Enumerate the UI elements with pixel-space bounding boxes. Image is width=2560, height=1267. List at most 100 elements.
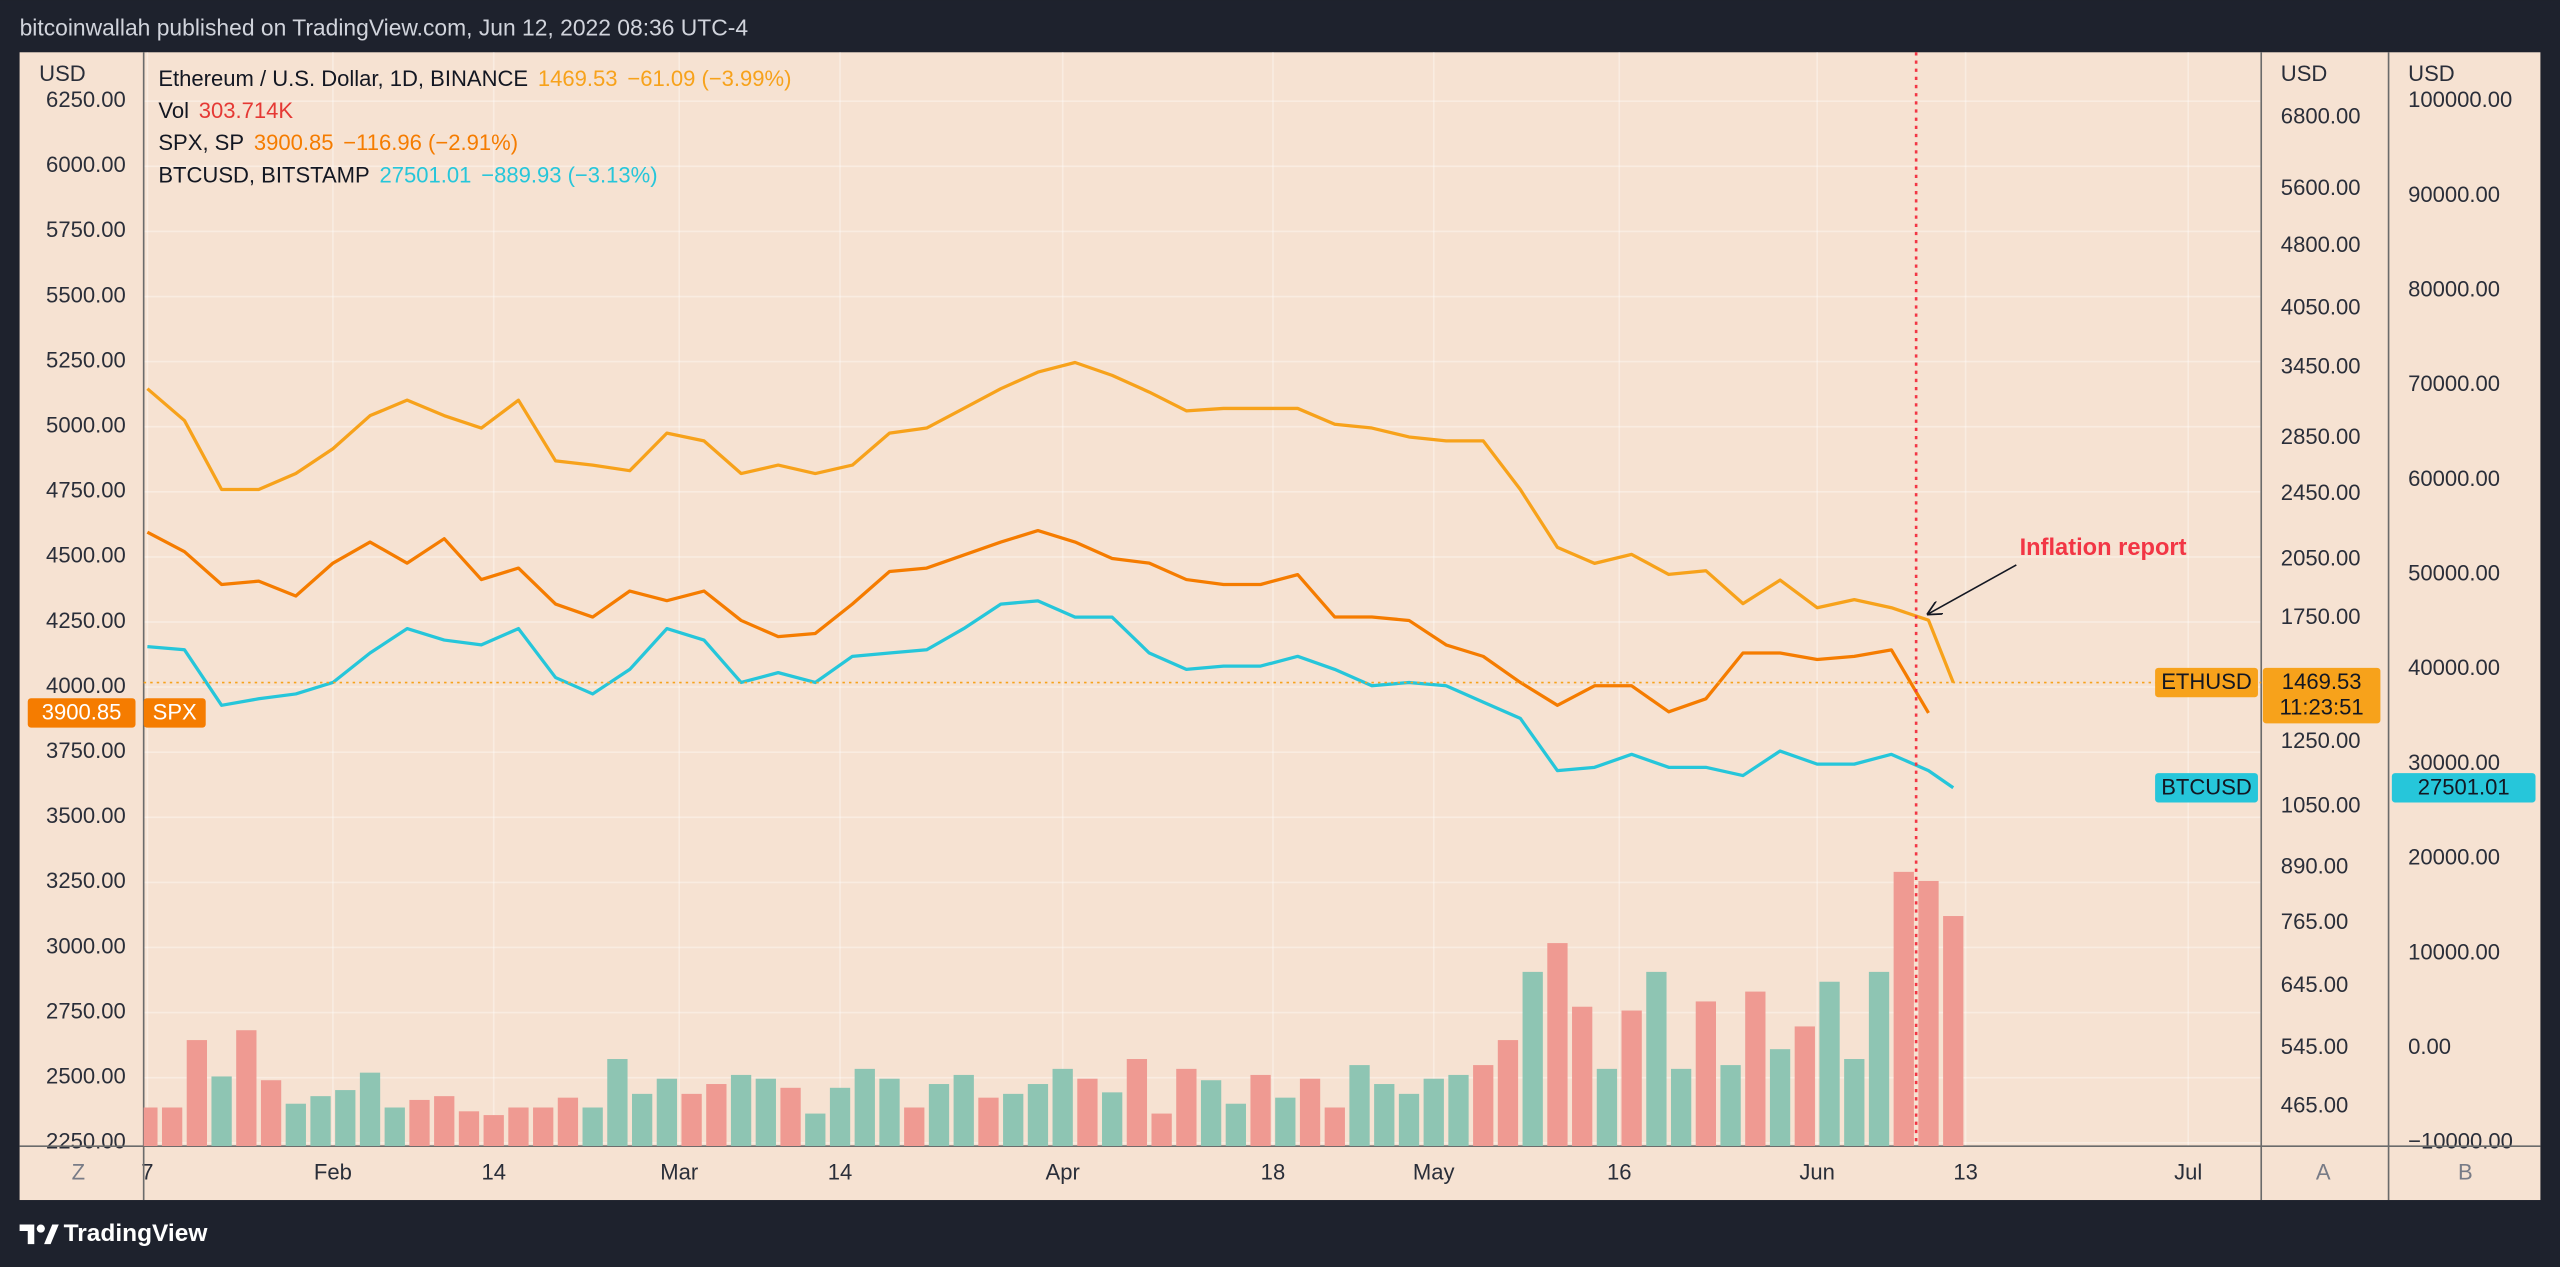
legend-value: −889.93 (−3.13%) bbox=[481, 162, 657, 187]
y-tick-label: 4050.00 bbox=[2281, 294, 2361, 319]
y-tick-label: 5500.00 bbox=[46, 282, 126, 307]
volume-bar bbox=[1324, 1107, 1345, 1147]
volume-bar bbox=[557, 1097, 579, 1147]
y-tick-label: 20000.00 bbox=[2408, 845, 2500, 870]
tag-badge-text: BTCUSD bbox=[2161, 774, 2252, 799]
y-tick-label: 0.00 bbox=[2408, 1034, 2451, 1059]
volume-bar bbox=[1943, 916, 1964, 1147]
volume-bar bbox=[335, 1090, 356, 1147]
x-tick-label: Apr bbox=[1046, 1160, 1080, 1185]
y-tick-label: 3000.00 bbox=[46, 933, 126, 958]
y-tick-label: 2250.00 bbox=[46, 1129, 126, 1154]
volume-bar bbox=[631, 1093, 653, 1147]
y-tick-label: 4800.00 bbox=[2281, 232, 2361, 257]
y-tick-label: 40000.00 bbox=[2408, 655, 2500, 680]
volume-bar bbox=[434, 1096, 455, 1147]
volume-bar bbox=[730, 1074, 752, 1147]
y-tick-label: 6800.00 bbox=[2281, 103, 2361, 128]
tag-badge bbox=[2155, 773, 2258, 803]
axis-button[interactable]: B bbox=[2458, 1160, 2473, 1185]
volume-bar bbox=[1275, 1097, 1296, 1147]
axis-button[interactable]: A bbox=[2316, 1160, 2331, 1185]
axis-title: USD bbox=[2281, 61, 2328, 86]
y-tick-label: 30000.00 bbox=[2408, 750, 2500, 775]
volume-bar bbox=[384, 1107, 405, 1147]
y-tick-label: 70000.00 bbox=[2408, 371, 2500, 396]
legend-value: 27501.01 bbox=[380, 162, 472, 187]
x-tick-label: Mar bbox=[660, 1160, 698, 1185]
volume-bar bbox=[1621, 1010, 1642, 1147]
y-tick-label: 80000.00 bbox=[2408, 276, 2500, 301]
brand-logo bbox=[19, 1224, 59, 1245]
y-tick-label: 4750.00 bbox=[46, 478, 126, 503]
price-badge bbox=[2391, 773, 2536, 803]
legend-value: −61.09 (−3.99%) bbox=[627, 66, 791, 91]
volume-bar bbox=[1398, 1093, 1420, 1147]
volume-bar bbox=[805, 1113, 826, 1147]
volume-bar bbox=[928, 1084, 950, 1147]
volume-bar bbox=[483, 1115, 504, 1147]
y-tick-label: 3450.00 bbox=[2281, 354, 2361, 379]
volume-bar bbox=[186, 1040, 208, 1147]
y-tick-label: 90000.00 bbox=[2408, 182, 2500, 207]
x-tick-label: 14 bbox=[828, 1160, 853, 1185]
axis-button[interactable]: Z bbox=[72, 1160, 85, 1185]
volume-bar bbox=[236, 1030, 257, 1147]
volume-bar bbox=[1695, 1001, 1717, 1147]
volume-bar bbox=[1250, 1074, 1271, 1147]
legend-value: −116.96 (−2.91%) bbox=[343, 130, 518, 155]
volume-bar bbox=[829, 1087, 851, 1147]
volume-bar bbox=[1522, 971, 1543, 1147]
volume-bar bbox=[1745, 991, 1766, 1147]
price-badge bbox=[27, 698, 136, 728]
y-tick-label: 1050.00 bbox=[2281, 792, 2361, 817]
x-tick-label: 18 bbox=[1261, 1160, 1286, 1185]
volume-bar bbox=[607, 1059, 628, 1147]
tag-badge bbox=[143, 698, 206, 728]
price-badge-text: 1469.53 bbox=[2282, 669, 2362, 694]
countdown-text: 11:23:51 bbox=[2280, 694, 2364, 719]
volume-bar bbox=[1646, 971, 1667, 1147]
volume-bar bbox=[1844, 1059, 1865, 1147]
y-tick-label: 60000.00 bbox=[2408, 466, 2500, 491]
x-tick-label: Jun bbox=[1799, 1160, 1835, 1185]
volume-bar bbox=[978, 1097, 999, 1147]
y-tick-label: 545.00 bbox=[2281, 1034, 2348, 1059]
volume-bar bbox=[1893, 871, 1914, 1147]
volume-bar bbox=[1200, 1080, 1222, 1147]
legend-name: SPX, SP bbox=[158, 130, 244, 155]
y-tick-label: 2450.00 bbox=[2281, 480, 2361, 505]
y-tick-label: 100000.00 bbox=[2408, 87, 2512, 112]
y-tick-label: 5250.00 bbox=[46, 347, 126, 372]
volume-bar bbox=[533, 1107, 554, 1147]
volume-bar bbox=[508, 1107, 529, 1147]
volume-bar bbox=[1572, 1006, 1593, 1147]
volume-bar bbox=[1547, 943, 1568, 1147]
legend-name: BTCUSD, BITSTAMP bbox=[158, 162, 369, 187]
y-tick-label: 4250.00 bbox=[46, 608, 126, 633]
volume-bar bbox=[706, 1084, 727, 1147]
y-tick-label: 5600.00 bbox=[2281, 175, 2361, 200]
volume-bar bbox=[1225, 1103, 1246, 1147]
chart-panel bbox=[19, 52, 2541, 1201]
volume-bar bbox=[1102, 1092, 1123, 1147]
brand: TradingView bbox=[64, 1220, 209, 1247]
y-tick-label: 645.00 bbox=[2281, 972, 2348, 997]
price-line bbox=[146, 360, 1955, 684]
volume-bar bbox=[1769, 1049, 1791, 1147]
y-tick-label: 10000.00 bbox=[2408, 939, 2500, 964]
y-tick-label: 50000.00 bbox=[2408, 561, 2500, 586]
volume-bar bbox=[953, 1074, 974, 1147]
plot bbox=[143, 360, 1964, 1147]
volume-bar bbox=[681, 1093, 702, 1147]
volume-bar bbox=[1794, 1026, 1815, 1147]
volume-bar bbox=[1299, 1078, 1321, 1147]
volume-bar bbox=[1003, 1093, 1024, 1147]
volume-bar bbox=[1720, 1065, 1741, 1147]
y-tick-label: 1250.00 bbox=[2281, 728, 2361, 753]
volume-bar bbox=[904, 1107, 925, 1147]
x-tick-label: 16 bbox=[1607, 1160, 1632, 1185]
volume-bar bbox=[854, 1068, 875, 1147]
